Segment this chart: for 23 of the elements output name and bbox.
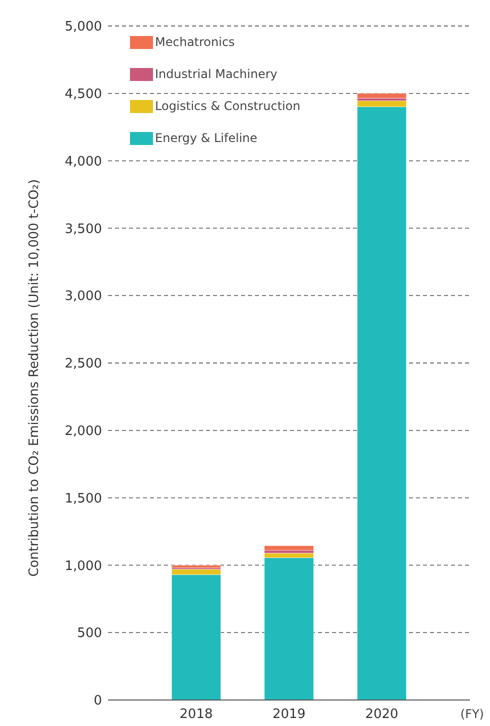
bar xyxy=(264,558,314,700)
y-tick-label: 0 xyxy=(94,694,102,709)
y-tick-label: 1,500 xyxy=(64,491,102,506)
y-tick-label: 1,000 xyxy=(64,558,102,574)
y-tick-label: 2,000 xyxy=(64,424,102,439)
x-tick-label: 2019 xyxy=(272,707,306,722)
y-tick-label: 2,500 xyxy=(64,356,102,372)
y-axis-title: Contribution to CO₂ Emissions Reduction (Unit: 10,000 t-CO₂) xyxy=(27,179,42,577)
y-tick-label: 4,500 xyxy=(64,86,102,102)
y-tick-label: 4,000 xyxy=(64,154,102,170)
y-tick-label: 5,000 xyxy=(64,20,102,35)
x-tick-label: 2018 xyxy=(180,707,213,722)
bar xyxy=(357,93,407,98)
legend-label: Logistics & Construction xyxy=(155,99,300,114)
legend-label: Industrial Machinery xyxy=(155,67,278,82)
x-tick-label: 2020 xyxy=(365,707,398,722)
legend-label: Energy & Lifeline xyxy=(155,131,258,146)
y-tick-label: 3,000 xyxy=(64,289,102,304)
legend-label: Mechatronics xyxy=(155,35,235,50)
y-tick-label: 3,500 xyxy=(64,222,102,237)
y-tick-label: 500 xyxy=(77,626,102,642)
x-axis-title: (FY) xyxy=(460,707,484,721)
bar xyxy=(264,546,314,551)
